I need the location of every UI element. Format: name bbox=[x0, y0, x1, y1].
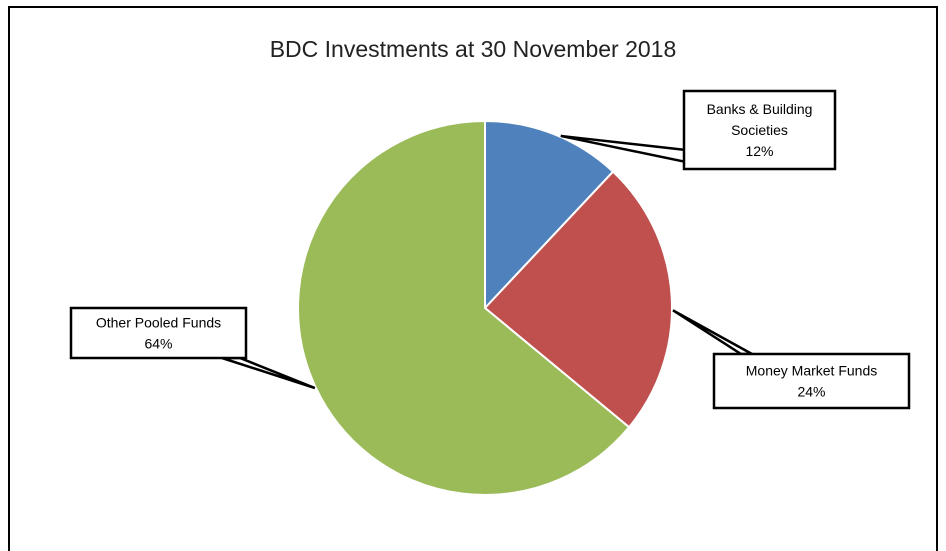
callout-pointer-3 bbox=[221, 356, 316, 390]
slice-name-label: Societies bbox=[731, 122, 788, 138]
slice-name-label: Other Pooled Funds bbox=[96, 315, 221, 331]
callout-pointer-2 bbox=[672, 309, 753, 356]
pie-slice-3 bbox=[297, 119, 631, 496]
chart-title: BDC Investments at 30 November 2018 bbox=[269, 36, 677, 62]
pie-slice-2 bbox=[483, 170, 673, 429]
callout-box-2 bbox=[712, 352, 911, 410]
slice-name-label: Money Market Funds bbox=[746, 363, 878, 379]
slice-percent-label: 12% bbox=[745, 143, 773, 159]
callout-box-1 bbox=[682, 89, 837, 171]
pie-slice-1 bbox=[484, 119, 615, 311]
slice-name-label: Banks & Building bbox=[707, 101, 813, 117]
slice-percent-label: 24% bbox=[797, 384, 825, 400]
slice-percent-label: 64% bbox=[144, 336, 172, 352]
callout-box-3 bbox=[69, 306, 248, 360]
